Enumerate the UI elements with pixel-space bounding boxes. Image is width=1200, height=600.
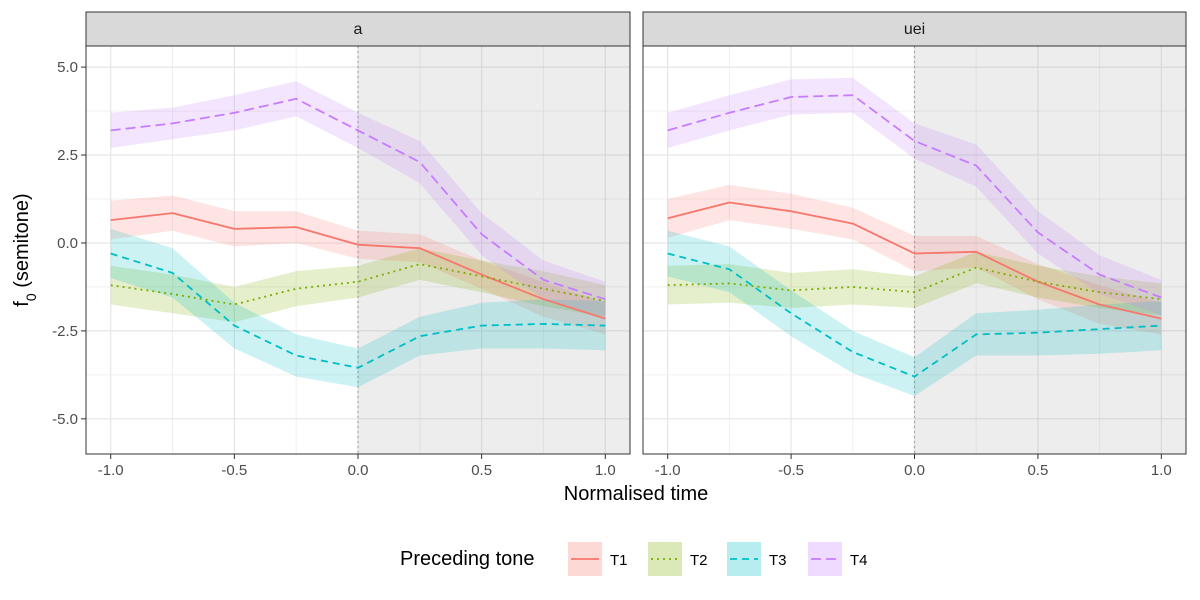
series-line-t1 <box>110 212 606 320</box>
series-line-t1 <box>667 201 1162 320</box>
x-tick-label: 0.0 <box>904 462 925 479</box>
shaded-region <box>914 46 1186 454</box>
confidence-ribbon-t1 <box>110 195 606 335</box>
series-line-t4 <box>667 94 1162 299</box>
facet-strip <box>85 11 631 47</box>
series-line-t4 <box>110 97 606 301</box>
x-axis-title: Normalised time <box>564 483 708 505</box>
series-line-t2 <box>667 266 1162 301</box>
confidence-ribbon-t3 <box>667 230 1162 396</box>
series-line-t2 <box>110 263 606 306</box>
legend-label-t1: T1 <box>610 552 628 569</box>
shaded-region <box>358 46 630 454</box>
legend-title: Preceding tone <box>400 548 535 570</box>
facet-strip-label: a <box>354 21 363 38</box>
confidence-ribbon-t4 <box>110 81 606 317</box>
confidence-ribbon-t2 <box>667 251 1162 316</box>
y-tick-label: 2.5 <box>57 147 78 164</box>
y-tick-label: -5.0 <box>52 411 78 428</box>
y-tick-label: 0.0 <box>57 235 78 252</box>
y-axis-title: f0 (semitone) <box>11 193 39 306</box>
confidence-ribbon-t2 <box>110 248 606 323</box>
x-tick-label: 1.0 <box>1151 462 1172 479</box>
legend-label-t3: T3 <box>769 552 787 569</box>
x-tick-label: -1.0 <box>98 462 124 479</box>
confidence-ribbon-t1 <box>667 184 1162 335</box>
legend: Preceding tone T1 T2 T3 T4 <box>400 542 868 576</box>
legend-label-t2: T2 <box>690 552 708 569</box>
x-tick-label: 0.5 <box>471 462 492 479</box>
series-line-t3 <box>110 252 606 369</box>
panel-a: a -1.0 -0.5 0.0 0.5 1.0 5.0 2.5 0.0 -2.5 -5.0 <box>52 11 631 479</box>
x-tick-label: 0.5 <box>1027 462 1048 479</box>
y-tick-label: -2.5 <box>52 323 78 340</box>
x-tick-label: 0.0 <box>348 462 369 479</box>
x-tick-label: -0.5 <box>221 462 247 479</box>
panel-uei: uei -1.0 -0.5 0.0 0.5 1.0 <box>642 11 1187 479</box>
y-tick-label: 5.0 <box>57 59 78 76</box>
x-tick-label: -1.0 <box>655 462 681 479</box>
confidence-ribbon-t4 <box>667 77 1162 316</box>
x-tick-label: 1.0 <box>595 462 616 479</box>
confidence-ribbon-t3 <box>110 228 606 388</box>
facet-strip-label: uei <box>904 21 925 38</box>
facet-strip <box>642 11 1187 47</box>
x-tick-label: -0.5 <box>778 462 804 479</box>
series-line-t3 <box>667 252 1162 378</box>
legend-label-t4: T4 <box>850 552 868 569</box>
